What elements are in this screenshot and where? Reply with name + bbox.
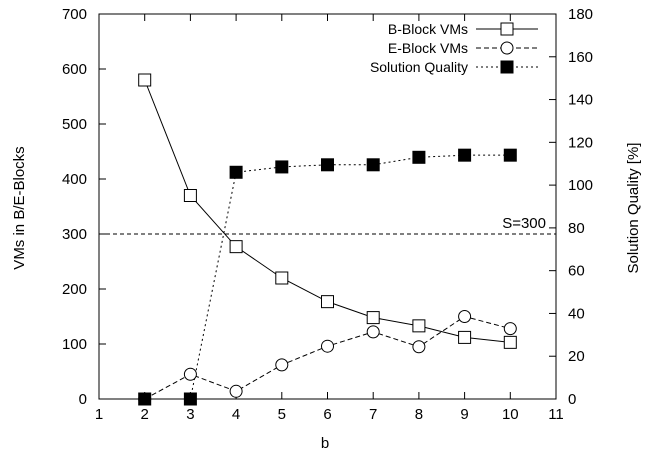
legend: B-Block VMs E-Block VMs Solution Quality <box>370 21 538 75</box>
series-1-point <box>321 295 334 309</box>
x-tick-label: 4 <box>232 406 240 423</box>
y2-tick-label: 120 <box>568 134 593 151</box>
y2-tick-label: 160 <box>568 49 593 66</box>
legend-marker <box>500 22 514 36</box>
threshold-label: S=300 <box>502 215 546 232</box>
y-tick-label: 400 <box>62 171 87 188</box>
series-3-point <box>321 158 334 172</box>
y2-tick-label: 0 <box>568 391 576 408</box>
series-layer <box>138 73 517 406</box>
y-tick-label: 700 <box>62 6 87 23</box>
x-tick-label: 3 <box>186 406 194 423</box>
series-3-point <box>138 392 152 406</box>
y-tick-label: 600 <box>62 61 87 78</box>
x-axis-title: b <box>321 435 329 452</box>
y-tick-label: 200 <box>62 281 87 298</box>
x-tick-label: 1 <box>95 406 103 423</box>
y-tick-label: 100 <box>62 336 87 353</box>
y-tick-label: 300 <box>62 226 87 243</box>
y2-tick-label: 80 <box>568 220 585 237</box>
series-3-point <box>412 150 426 164</box>
x-tick-label: 10 <box>502 406 519 423</box>
legend-marker <box>500 60 514 74</box>
series-1-point <box>458 330 472 344</box>
x-tick-label: 2 <box>141 406 149 423</box>
y2-tick-label: 100 <box>568 177 593 194</box>
series-2-point <box>321 339 334 353</box>
y2-tick-label: 180 <box>568 6 593 23</box>
y2-tick-label: 20 <box>568 348 585 365</box>
x-tick-label: 11 <box>548 406 564 423</box>
series-3-point <box>366 158 380 172</box>
legend-label: E-Block VMs <box>388 40 468 56</box>
series-2-point <box>183 367 197 381</box>
y-tick-label: 0 <box>79 391 87 408</box>
series-3-point <box>229 165 243 179</box>
series-3-point <box>275 160 289 174</box>
series-line-3 <box>144 154 511 400</box>
series-3-point <box>458 148 472 162</box>
axes-layer: 1 2 3 4 5 6 7 8 9 10 11010020030040050060070002040… <box>62 6 593 423</box>
series-1-point <box>138 73 152 87</box>
series-3-point <box>503 148 517 162</box>
series-line-2 <box>144 315 511 400</box>
series-1-point <box>366 311 380 325</box>
legend-label: Solution Quality <box>370 59 468 75</box>
legend-label: B-Block VMs <box>388 21 468 37</box>
series-1-point <box>503 335 517 349</box>
series-2-point <box>503 322 517 336</box>
x-tick-label: 7 <box>369 406 377 423</box>
x-tick-label: 9 <box>460 406 468 423</box>
series-2-point <box>366 325 380 339</box>
x-tick-label: 6 <box>323 406 331 423</box>
y-tick-label: 500 <box>62 116 87 133</box>
series-1-point <box>275 271 289 285</box>
x-tick-label: 8 <box>415 406 423 423</box>
series-2-point <box>412 340 426 354</box>
series-1-point <box>412 319 426 333</box>
series-2-point <box>229 384 243 398</box>
legend-marker <box>500 41 514 55</box>
y2-tick-label: 60 <box>568 263 585 280</box>
y2-tick-label: 40 <box>568 305 585 322</box>
y2-tick-label: 140 <box>568 92 593 109</box>
series-2-point <box>458 310 472 323</box>
series-3-point <box>183 392 197 406</box>
series-1-point <box>229 240 243 254</box>
x-tick-label: 5 <box>278 406 286 423</box>
y-axis-title: VMs in B/E-Blocks <box>11 146 28 269</box>
y2-axis-title: Solution Quality [%] <box>625 143 642 274</box>
series-2-point <box>275 358 289 372</box>
series-1-point <box>183 189 197 202</box>
